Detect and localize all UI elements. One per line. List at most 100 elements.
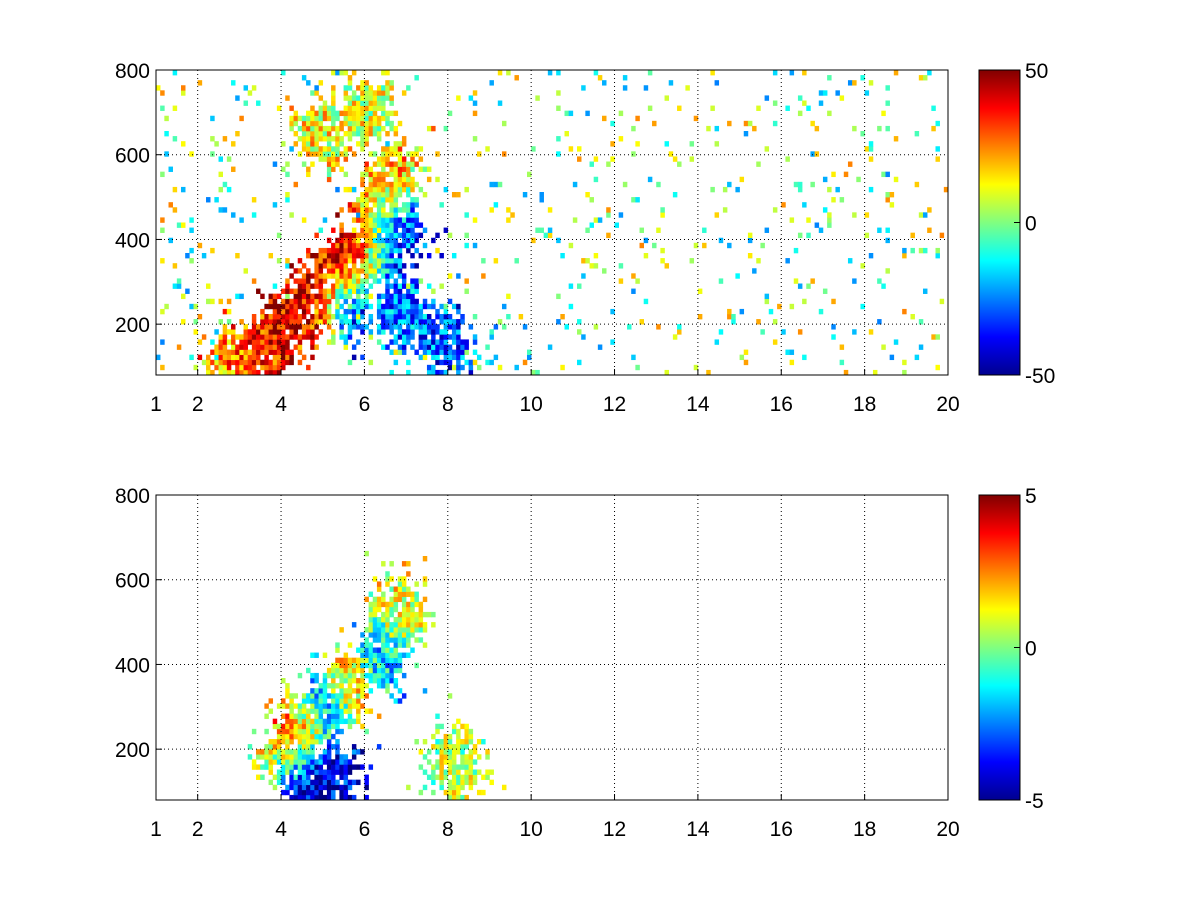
heatmap-cell <box>301 141 307 147</box>
heatmap-cell <box>276 105 282 111</box>
heatmap-cell <box>322 303 328 310</box>
heatmap-cell <box>218 186 223 193</box>
heatmap-cell <box>264 703 269 709</box>
heatmap-cell <box>376 744 382 750</box>
heatmap-cell <box>718 278 724 284</box>
heatmap-cell <box>335 308 340 315</box>
heatmap-cell <box>422 344 428 350</box>
heatmap-cell <box>314 324 319 330</box>
heatmap-cell <box>393 662 399 669</box>
heatmap-cell <box>297 303 303 310</box>
heatmap-cell <box>435 324 440 330</box>
heatmap-cell <box>268 298 274 305</box>
y-tick-label: 800 <box>115 485 150 508</box>
heatmap-cell <box>285 161 290 167</box>
heatmap-cell <box>385 303 390 310</box>
heatmap-cell <box>272 369 278 376</box>
heatmap-cell <box>306 298 311 305</box>
heatmap-cell <box>285 713 290 719</box>
heatmap-cell <box>439 739 444 745</box>
heatmap-cell <box>251 197 257 203</box>
heatmap-cell <box>902 308 907 315</box>
heatmap-cell <box>372 161 378 167</box>
heatmap-cell <box>272 759 278 765</box>
heatmap-cell <box>335 136 340 142</box>
heatmap-cell <box>431 364 436 371</box>
heatmap-cell <box>468 754 474 760</box>
heatmap-cell <box>306 759 311 765</box>
heatmap-cell <box>456 344 461 350</box>
heatmap-cell <box>310 733 315 740</box>
heatmap-cell <box>539 197 544 203</box>
heatmap-cell <box>310 672 315 679</box>
heatmap-cell <box>339 70 344 76</box>
heatmap-cell <box>426 324 432 330</box>
heatmap-cell <box>356 268 361 274</box>
heatmap-cell <box>381 95 386 101</box>
heatmap-cell <box>322 258 328 264</box>
heatmap-cell <box>368 110 374 117</box>
heatmap-cell <box>389 232 394 239</box>
heatmap-cell <box>339 759 344 765</box>
heatmap-cell <box>181 222 186 228</box>
heatmap-cell <box>310 110 315 117</box>
heatmap-cell <box>406 151 411 157</box>
heatmap-cell <box>785 349 790 355</box>
heatmap-cell <box>714 212 720 218</box>
heatmap-cell <box>351 263 357 269</box>
heatmap-cell <box>372 617 378 623</box>
heatmap-cell <box>368 120 374 127</box>
heatmap-cell <box>314 344 319 350</box>
heatmap-cell <box>214 349 219 355</box>
heatmap-cell <box>414 263 419 269</box>
heatmap-cell <box>431 769 436 775</box>
heatmap-cell <box>343 131 349 137</box>
heatmap-cell <box>160 364 165 371</box>
heatmap-cell <box>410 283 415 289</box>
heatmap-cell <box>351 232 357 239</box>
heatmap-cell <box>397 586 403 592</box>
heatmap-cell <box>656 181 661 188</box>
heatmap-cell <box>176 283 182 289</box>
heatmap-cell <box>343 105 349 111</box>
heatmap-cell <box>422 627 428 633</box>
heatmap-cell <box>364 186 369 193</box>
heatmap-cell <box>331 759 336 765</box>
heatmap-cell <box>310 115 315 122</box>
heatmap-cell <box>789 217 795 223</box>
heatmap-cell <box>418 303 424 310</box>
heatmap-cell <box>339 754 344 760</box>
heatmap-cell <box>326 166 332 172</box>
heatmap-cell <box>460 774 465 780</box>
heatmap-cell <box>310 319 315 325</box>
heatmap-cell <box>214 329 219 335</box>
heatmap-cell <box>310 764 315 770</box>
heatmap-cell <box>397 591 403 597</box>
heatmap-cell <box>310 146 315 152</box>
heatmap-cell <box>339 207 344 213</box>
heatmap-cell <box>506 70 511 76</box>
heatmap-cell <box>368 606 374 613</box>
heatmap-cell <box>260 754 265 760</box>
heatmap-cell <box>389 100 394 106</box>
heatmap-cell <box>293 115 299 122</box>
heatmap-cell <box>397 298 403 305</box>
heatmap-cell <box>281 754 286 760</box>
heatmap-cell <box>293 293 299 300</box>
heatmap-cell <box>222 359 228 366</box>
heatmap-cell <box>256 764 261 770</box>
heatmap-cell <box>251 364 257 371</box>
heatmap-cell <box>447 693 453 699</box>
heatmap-cell <box>326 268 332 274</box>
heatmap-cell <box>364 672 369 679</box>
heatmap-cell <box>218 349 223 355</box>
heatmap-cell <box>714 80 720 86</box>
heatmap-cell <box>326 713 332 719</box>
heatmap-cell <box>314 146 319 152</box>
heatmap-cell <box>393 334 399 340</box>
heatmap-cell <box>272 319 278 325</box>
heatmap-cell <box>356 202 361 208</box>
heatmap-cell <box>293 110 299 117</box>
heatmap-cell <box>401 176 407 183</box>
heatmap-cell <box>322 293 328 300</box>
